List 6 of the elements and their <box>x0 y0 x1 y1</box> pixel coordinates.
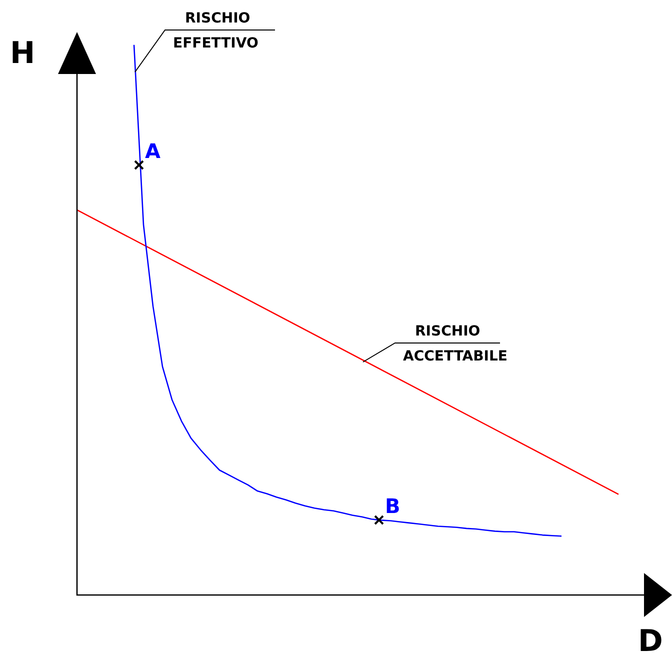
y-axis-title: H <box>10 36 36 71</box>
annotation: B <box>385 494 400 518</box>
series-label: RISCHIO ACCETTABILE <box>403 324 508 365</box>
text: RISCHIO EFFETTIVO <box>173 10 258 52</box>
x-axis-title: D <box>638 624 663 659</box>
annotation: A <box>145 139 161 164</box>
